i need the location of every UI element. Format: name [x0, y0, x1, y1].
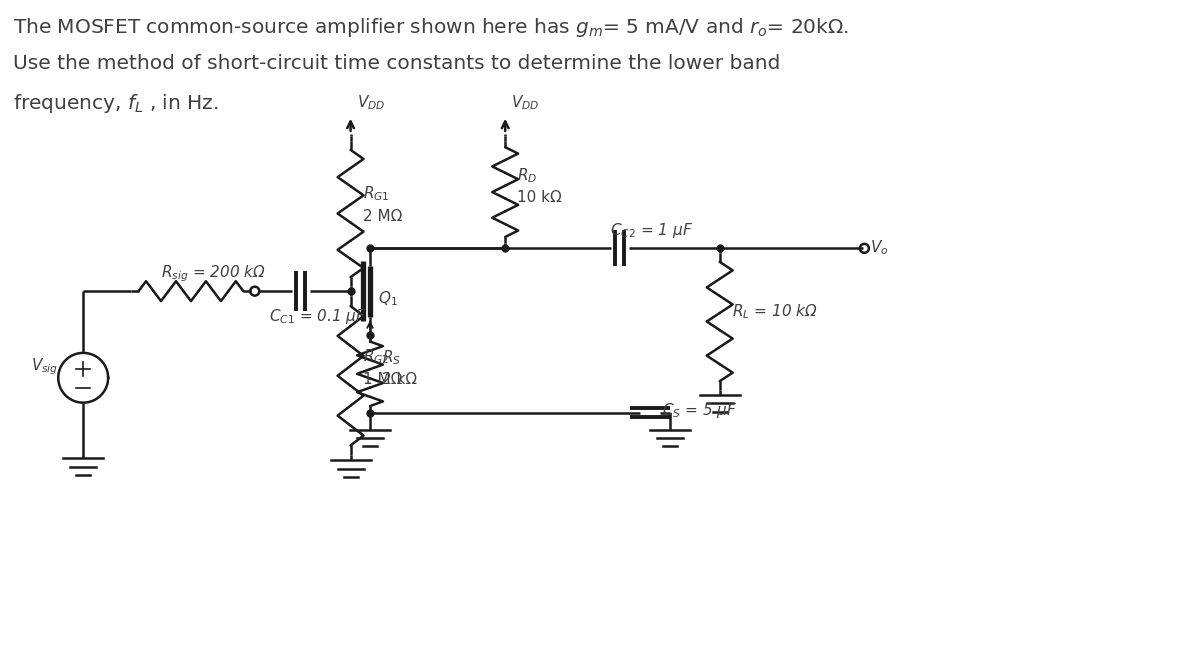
Text: $V_{DD}$: $V_{DD}$ [356, 93, 385, 112]
Text: $R_{sig}$ = 200 kΩ: $R_{sig}$ = 200 kΩ [160, 263, 266, 284]
Text: $R_D$: $R_D$ [517, 166, 537, 185]
Text: $R_S$: $R_S$ [382, 348, 401, 366]
Text: 2 MΩ: 2 MΩ [362, 210, 402, 225]
Text: 1 MΩ: 1 MΩ [362, 372, 402, 387]
Text: $V_{sig}$: $V_{sig}$ [32, 356, 59, 377]
Text: $C_{C2}$ = 1 μF: $C_{C2}$ = 1 μF [610, 221, 693, 240]
Text: $V_o$: $V_o$ [871, 238, 889, 257]
Text: The MOSFET common-source amplifier shown here has $g_m$= 5 mA/V and $r_o$= 20kΩ.: The MOSFET common-source amplifier shown… [13, 16, 850, 39]
Text: frequency, $f_L$ , in Hz.: frequency, $f_L$ , in Hz. [13, 92, 219, 115]
Text: Use the method of short-circuit time constants to determine the lower band: Use the method of short-circuit time con… [13, 54, 781, 73]
Text: $C_{C1}$ = 0.1 μF: $C_{C1}$ = 0.1 μF [269, 307, 366, 326]
Text: $R_{G2}$: $R_{G2}$ [362, 347, 389, 366]
Text: $R_L$ = 10 kΩ: $R_L$ = 10 kΩ [732, 302, 818, 321]
Text: $R_{G1}$: $R_{G1}$ [362, 185, 389, 203]
Text: 10 kΩ: 10 kΩ [517, 190, 562, 205]
Text: $C_S$ = 5 μF: $C_S$ = 5 μF [662, 401, 738, 420]
Text: $V_{DD}$: $V_{DD}$ [511, 93, 539, 112]
Text: 2 kΩ: 2 kΩ [382, 372, 417, 387]
Text: $Q_1$: $Q_1$ [378, 289, 398, 308]
